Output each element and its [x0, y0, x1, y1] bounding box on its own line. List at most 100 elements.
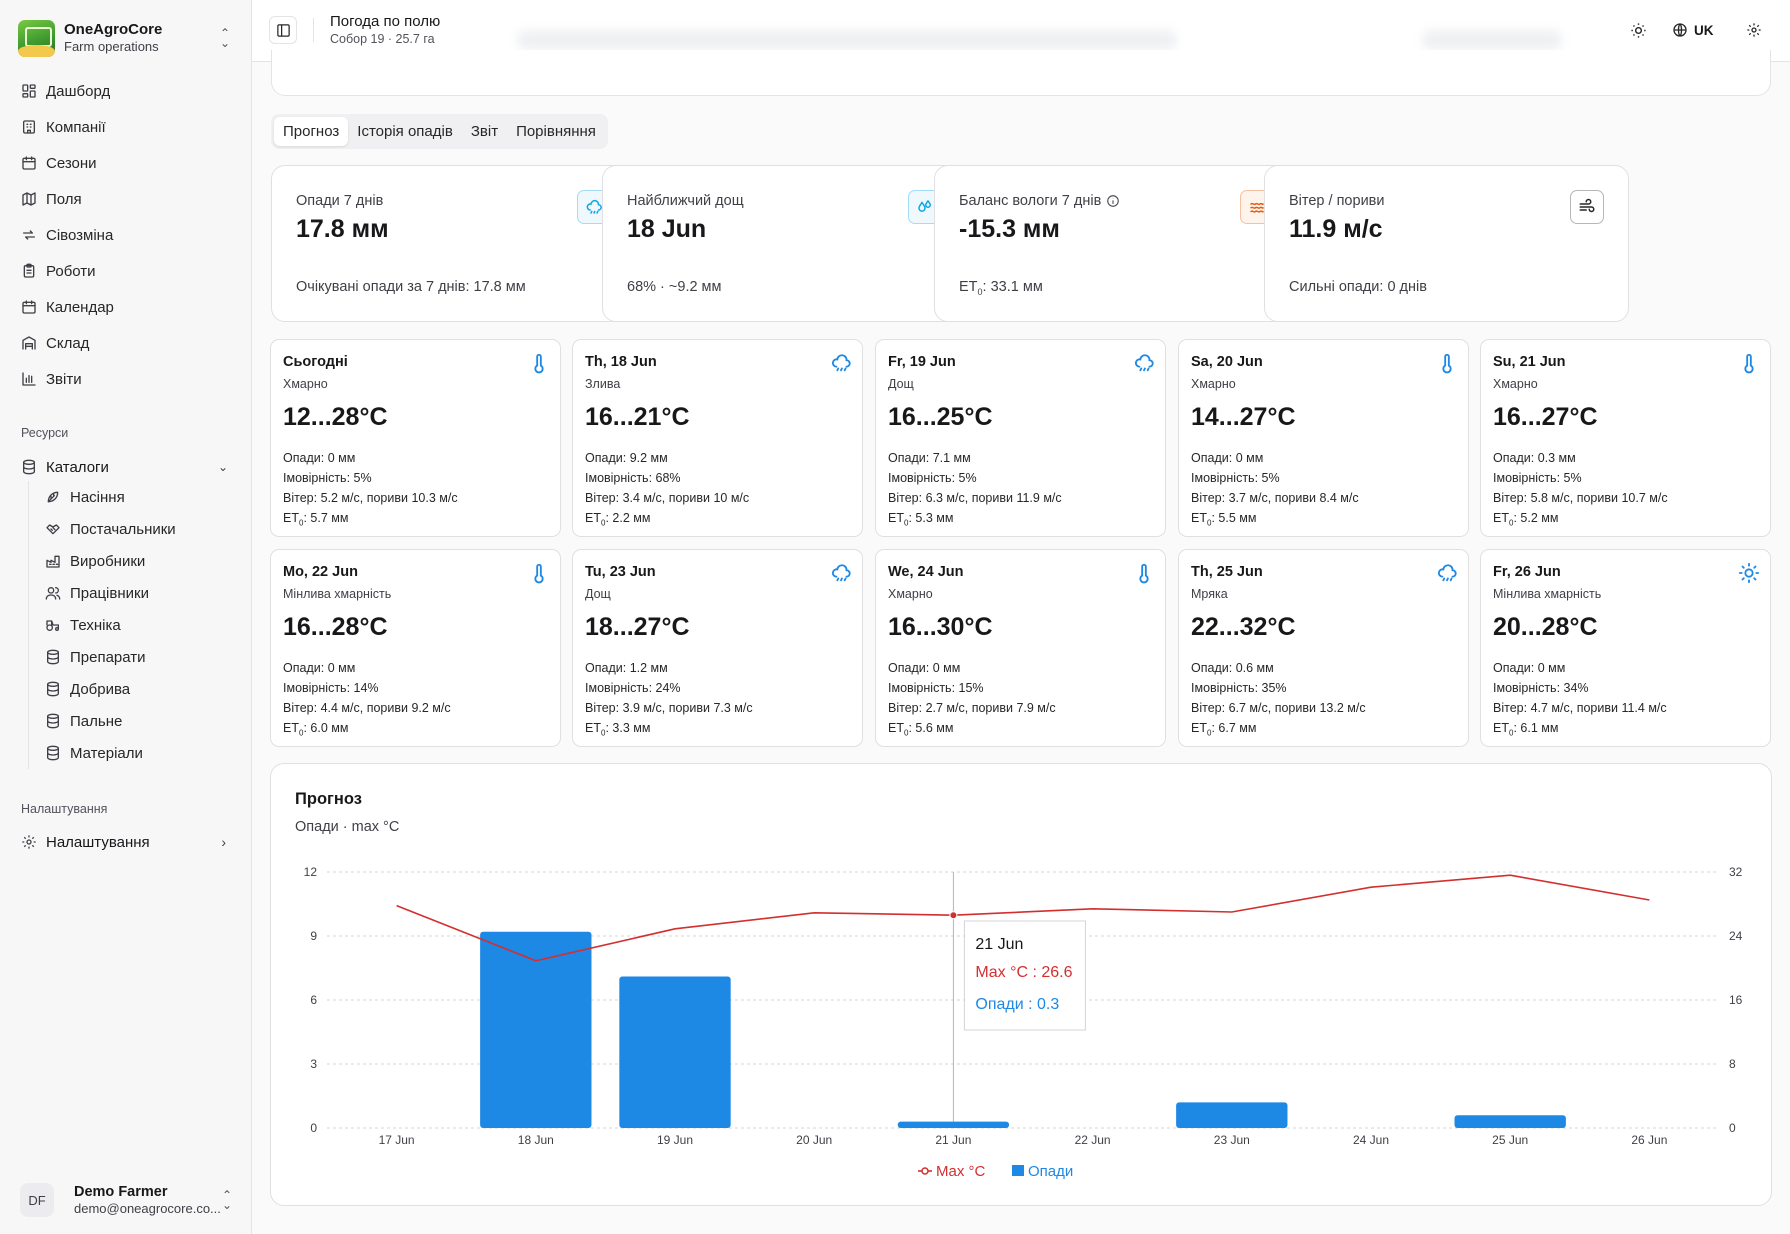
thermometer-icon [1139, 563, 1149, 584]
main-content: Погода по полю Собор 19 · 25.7 га UK Про… [252, 0, 1790, 1234]
day-condition: Дощ [888, 377, 914, 391]
day-forecast-card: Fr, 26 Jun Мінлива хмарність 20...28°C Опад… [1480, 549, 1771, 747]
divider [313, 18, 314, 42]
catalogs-toggle[interactable]: Каталоги ⌄ [10, 451, 240, 483]
day-date: Fr, 19 Jun [888, 354, 956, 370]
x-tick-label: 21 Jun [935, 1133, 971, 1147]
user-menu[interactable]: DF Demo Farmer demo@oneagrocore.co... ⌃ ⌄ [20, 1180, 234, 1220]
stat-value: 11.9 м/с [1289, 215, 1383, 243]
sidebar-toggle-button[interactable] [269, 16, 297, 44]
catalog-item-5[interactable]: Препарати [45, 641, 240, 673]
day-condition: Злива [585, 377, 621, 391]
precip-bar [1176, 1102, 1288, 1128]
catalog-item-0[interactable]: Насіння [45, 481, 240, 513]
sidebar-item-6[interactable]: Календар [10, 289, 240, 325]
database-icon [23, 459, 35, 475]
catalog-item-4[interactable]: Техніка [45, 609, 240, 641]
day-forecast-card: Sa, 20 Jun Хмарно 14...27°C Опади: 0 мм Імов… [1178, 339, 1469, 537]
sidebar-item-label: Роботи [46, 262, 96, 280]
thermometer-icon [534, 563, 544, 584]
workspace-switcher[interactable]: OneAgroCore Farm operations ⌃ ⌄ [18, 18, 232, 58]
language-button[interactable]: UK [1672, 18, 1714, 42]
sidebar-item-2[interactable]: Сезони [10, 145, 240, 181]
sidebar-item-label: Сівозміна [46, 226, 114, 244]
day-probability: Імовірність: 24% [585, 681, 681, 695]
database-icon [47, 713, 59, 729]
day-forecast-card: Tu, 23 Jun Дощ 18...27°C Опади: 1.2 мм Імові… [572, 549, 863, 747]
legend-line-marker-dot [921, 1167, 929, 1175]
sidebar-item-1[interactable]: Компанії [10, 109, 240, 145]
day-wind: Вітер: 5.8 м/с, пориви 10.7 м/с [1493, 491, 1668, 505]
cloud-rain-icon [1437, 564, 1457, 582]
map-icon [22, 192, 36, 206]
catalog-item-label: Пальне [70, 712, 123, 730]
theme-toggle-button[interactable] [1626, 18, 1650, 42]
cloud-rain-icon [1134, 354, 1154, 372]
catalog-item-8[interactable]: Матеріали [45, 737, 240, 769]
catalog-item-label: Матеріали [70, 744, 143, 762]
sidebar-item-8[interactable]: Звіти [10, 361, 240, 397]
day-date: Th, 25 Jun [1191, 564, 1263, 580]
tab-3[interactable]: Порівняння [516, 123, 596, 140]
view-tabs: Прогноз Історія опадів Звіт Порівняння [271, 114, 608, 149]
sidebar-item-label: Календар [46, 298, 114, 316]
info-icon[interactable] [1106, 194, 1120, 208]
day-temperature: 18...27°C [585, 613, 690, 641]
day-probability: Імовірність: 68% [585, 471, 681, 485]
chevron-right-icon: › [221, 834, 226, 850]
x-tick-label: 18 Jun [518, 1133, 554, 1147]
tractor-icon [46, 620, 59, 631]
day-probability: Імовірність: 5% [1191, 471, 1280, 485]
day-forecast-card: Fr, 19 Jun Дощ 16...25°C Опади: 7.1 мм Імові… [875, 339, 1166, 537]
tab-2[interactable]: Звіт [470, 123, 499, 140]
day-condition: Хмарно [888, 587, 933, 601]
stat-card: Найближчий дощ 18 Jun 68% · ~9.2 мм [602, 165, 967, 322]
stat-label: Вітер / пориви [1289, 193, 1385, 209]
tab-0[interactable]: Прогноз [274, 117, 349, 146]
y-left-tick-label: 0 [310, 1121, 317, 1135]
x-tick-label: 17 Jun [379, 1133, 415, 1147]
precip-bar [619, 976, 731, 1128]
day-et: ET0: 6.7 мм [1191, 721, 1257, 738]
sidebar-item-label: Склад [46, 334, 90, 352]
stat-note: ET0: 33.1 мм [959, 279, 1043, 297]
user-email: demo@oneagrocore.co... [74, 1201, 220, 1216]
day-details: Опади: 7.1 мм Імовірність: 5% Вітер: 6.3 м… [888, 448, 1062, 534]
day-precip: Опади: 0 мм [888, 661, 961, 675]
x-tick-label: 22 Jun [1075, 1133, 1111, 1147]
catalog-item-3[interactable]: Працівники [45, 577, 240, 609]
sidebar-item-0[interactable]: Дашборд [10, 73, 240, 109]
day-temperature: 14...27°C [1191, 403, 1296, 431]
day-condition: Мряка [1191, 587, 1228, 601]
day-details: Опади: 0 мм Імовірність: 14% Вітер: 4.4 м/… [283, 658, 451, 744]
day-forecast-card: Th, 25 Jun Мряка 22...32°C Опади: 0.6 мм Імо… [1178, 549, 1469, 747]
sidebar-item-7[interactable]: Склад [10, 325, 240, 361]
catalog-item-7[interactable]: Пальне [45, 705, 240, 737]
day-details: Опади: 0 мм Імовірність: 15% Вітер: 2.7 м/… [888, 658, 1056, 744]
sidebar-item-4[interactable]: Сівозміна [10, 217, 240, 253]
catalog-item-label: Постачальники [70, 520, 176, 538]
thermometer-icon [1442, 353, 1452, 374]
stat-note: 68% · ~9.2 мм [627, 279, 722, 295]
day-et: ET0: 5.3 мм [888, 511, 954, 528]
day-forecast-card: Su, 21 Jun Хмарно 16...27°C Опади: 0.3 мм Ім… [1480, 339, 1771, 537]
sidebar-item-3[interactable]: Поля [10, 181, 240, 217]
y-left-tick-label: 3 [310, 1057, 317, 1071]
sidebar-item-label: Звіти [46, 370, 82, 388]
sidebar-item-5[interactable]: Роботи [10, 253, 240, 289]
day-details: Опади: 9.2 мм Імовірність: 68% Вітер: 3.4 … [585, 448, 749, 534]
stat-card: Опади 7 днів 17.8 мм Очікувані опади за 7 … [271, 165, 636, 322]
settings-button[interactable] [1742, 18, 1766, 42]
sidebar-item-settings[interactable]: Налаштування › [10, 825, 240, 859]
bar-chart-icon [22, 372, 36, 386]
x-tick-label: 19 Jun [657, 1133, 693, 1147]
tooltip-box [963, 920, 1086, 1031]
day-forecast-card: We, 24 Jun Хмарно 16...30°C Опади: 0 мм Імов… [875, 549, 1166, 747]
catalog-item-2[interactable]: Виробники [45, 545, 240, 577]
catalog-item-6[interactable]: Добрива [45, 673, 240, 705]
catalog-item-1[interactable]: Постачальники [45, 513, 240, 545]
resources-section-label: Ресурси [21, 426, 69, 440]
tab-1[interactable]: Історія опадів [357, 123, 453, 140]
chevrons-up-down-icon: ⌃ ⌄ [219, 26, 231, 50]
day-wind: Вітер: 2.7 м/с, пориви 7.9 м/с [888, 701, 1056, 715]
